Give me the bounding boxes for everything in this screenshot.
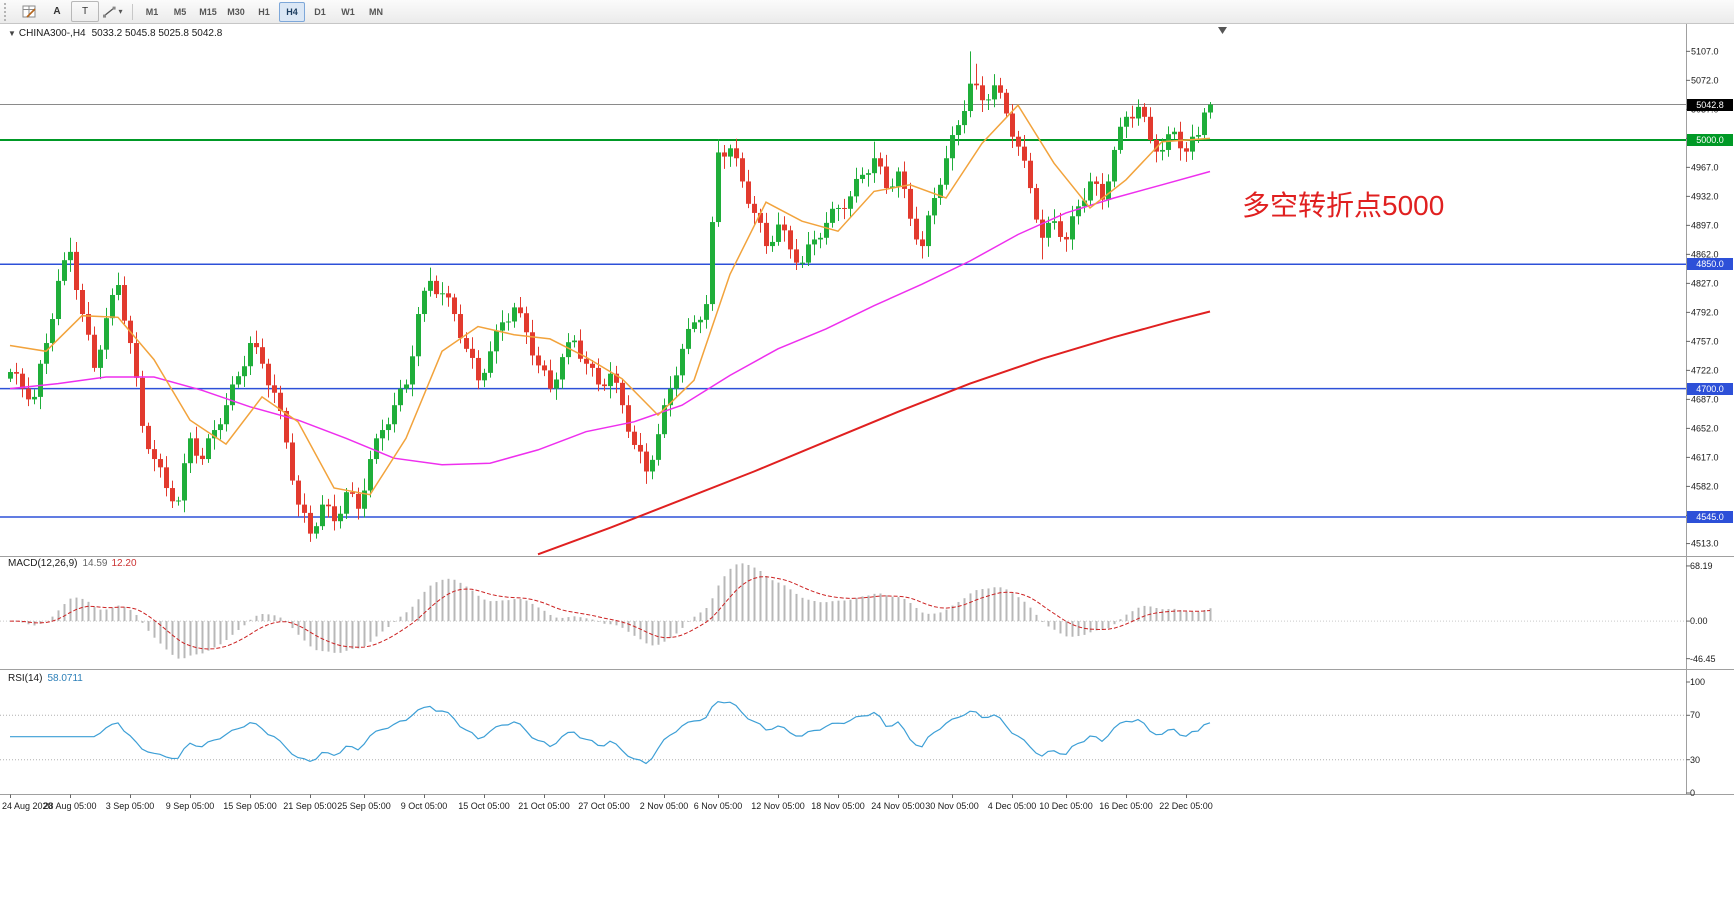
trendline-icon bbox=[103, 6, 117, 18]
text-tool-button[interactable]: T bbox=[71, 1, 99, 22]
price-label-blue-2: 4545.0 bbox=[1687, 511, 1733, 523]
timeframe-m15[interactable]: M15 bbox=[199, 6, 217, 17]
svg-text:6 Nov 05:00: 6 Nov 05:00 bbox=[694, 801, 743, 811]
macd-main-value: 14.59 bbox=[82, 558, 108, 569]
svg-text:21 Oct 05:00: 21 Oct 05:00 bbox=[518, 801, 570, 811]
price-label-green: 5000.0 bbox=[1687, 134, 1733, 146]
macd-panel bbox=[0, 563, 1686, 659]
svg-text:4757.0: 4757.0 bbox=[1691, 336, 1719, 346]
symbol-period-label: CHINA300-,H4 bbox=[18, 28, 86, 39]
timeframe-w1[interactable]: W1 bbox=[341, 6, 355, 17]
chevron-down-icon: ▾ bbox=[118, 7, 123, 16]
text-label-tool-button[interactable]: A bbox=[53, 6, 61, 17]
svg-text:3 Sep 05:00: 3 Sep 05:00 bbox=[106, 801, 155, 811]
ohlc-values: 5033.2 5045.8 5025.8 5042.8 bbox=[91, 28, 223, 39]
svg-text:22 Dec 05:00: 22 Dec 05:00 bbox=[1159, 801, 1213, 811]
svg-text:4827.0: 4827.0 bbox=[1691, 278, 1719, 288]
chart-shift-marker[interactable] bbox=[1218, 27, 1227, 34]
symbol-collapse-icon[interactable]: ▼ bbox=[8, 29, 16, 38]
rsi-axis-70: 70 bbox=[1690, 710, 1701, 720]
rsi-label: RSI(14) 58.0711 bbox=[8, 673, 83, 684]
svg-text:4967.0: 4967.0 bbox=[1691, 162, 1719, 172]
svg-text:4722.0: 4722.0 bbox=[1691, 365, 1719, 375]
price-label-blue-0: 4850.0 bbox=[1687, 258, 1733, 270]
rsi-value: 58.0711 bbox=[47, 673, 83, 684]
price-label-blue-1: 4700.0 bbox=[1687, 383, 1733, 395]
svg-text:4862.0: 4862.0 bbox=[1691, 249, 1719, 259]
toolbar-grip[interactable] bbox=[4, 2, 11, 21]
svg-text:18 Nov 05:00: 18 Nov 05:00 bbox=[811, 801, 865, 811]
svg-text:15 Sep 05:00: 15 Sep 05:00 bbox=[223, 801, 277, 811]
svg-text:10 Dec 05:00: 10 Dec 05:00 bbox=[1039, 801, 1093, 811]
svg-text:5107.0: 5107.0 bbox=[1691, 46, 1719, 56]
svg-text:15 Oct 05:00: 15 Oct 05:00 bbox=[458, 801, 510, 811]
rsi-line bbox=[10, 700, 1211, 765]
svg-text:25 Sep 05:00: 25 Sep 05:00 bbox=[337, 801, 391, 811]
svg-text:2 Nov 05:00: 2 Nov 05:00 bbox=[640, 801, 689, 811]
macd-name: MACD(12,26,9) bbox=[8, 558, 78, 569]
svg-text:4652.0: 4652.0 bbox=[1691, 423, 1719, 433]
svg-text:27 Oct 05:00: 27 Oct 05:00 bbox=[578, 801, 630, 811]
svg-text:24 Nov 05:00: 24 Nov 05:00 bbox=[871, 801, 925, 811]
timeframe-h1[interactable]: H1 bbox=[258, 6, 270, 17]
macd-signal-line bbox=[10, 576, 1211, 650]
timeframe-mn[interactable]: MN bbox=[369, 6, 383, 17]
price-annotation: 多空转折点5000 bbox=[1242, 190, 1445, 221]
svg-text:4687.0: 4687.0 bbox=[1691, 394, 1719, 404]
moving-averages bbox=[9, 103, 1211, 556]
panel-frame bbox=[0, 24, 1734, 795]
timeframe-d1[interactable]: D1 bbox=[314, 6, 326, 17]
svg-text:4617.0: 4617.0 bbox=[1691, 452, 1719, 462]
svg-text:4 Dec 05:00: 4 Dec 05:00 bbox=[988, 801, 1037, 811]
svg-text:12 Nov 05:00: 12 Nov 05:00 bbox=[751, 801, 805, 811]
svg-text:4792.0: 4792.0 bbox=[1691, 307, 1719, 317]
ma-red-line bbox=[537, 310, 1211, 556]
macd-signal-value: 12.20 bbox=[111, 558, 137, 569]
macd-histogram bbox=[15, 563, 1212, 659]
svg-text:9 Sep 05:00: 9 Sep 05:00 bbox=[166, 801, 215, 811]
toolbar-separator bbox=[132, 3, 133, 20]
toolbar: A T ▾ M1 M5 M15 M30 H1 H4 D1 W1 MN bbox=[0, 0, 1734, 24]
svg-text:5072.0: 5072.0 bbox=[1691, 75, 1719, 85]
ma-orange-line bbox=[9, 103, 1211, 496]
timeframe-m5[interactable]: M5 bbox=[173, 6, 187, 17]
svg-text:4582.0: 4582.0 bbox=[1691, 481, 1719, 491]
timeframe-toolbar: M1 M5 M15 M30 H1 H4 D1 W1 MN bbox=[138, 1, 390, 22]
price-axis: 5107.05072.05037.05002.04967.04932.04897… bbox=[1686, 46, 1719, 549]
svg-text:4513.0: 4513.0 bbox=[1691, 539, 1719, 549]
rsi-axis-30: 30 bbox=[1690, 755, 1701, 765]
svg-text:4897.0: 4897.0 bbox=[1691, 220, 1719, 230]
macd-axis-min: -46.45 bbox=[1690, 654, 1716, 664]
svg-text:24 Aug 2020: 24 Aug 2020 bbox=[2, 801, 53, 811]
svg-text:9 Oct 05:00: 9 Oct 05:00 bbox=[401, 801, 448, 811]
grid-pencil-icon[interactable] bbox=[15, 1, 43, 22]
svg-text:28 Aug 05:00: 28 Aug 05:00 bbox=[43, 801, 96, 811]
svg-text:4932.0: 4932.0 bbox=[1691, 191, 1719, 201]
svg-text:30 Nov 05:00: 30 Nov 05:00 bbox=[925, 801, 979, 811]
macd-label: MACD(12,26,9) 14.59 12.20 bbox=[8, 558, 137, 569]
level-lines[interactable] bbox=[0, 104, 1686, 518]
shapes-tool-button[interactable]: ▾ bbox=[99, 1, 127, 22]
chart-legend: ▼ CHINA300-,H4 5033.2 5045.8 5025.8 5042.8 bbox=[8, 28, 222, 39]
ma-magenta-line bbox=[9, 170, 1211, 466]
svg-text:21 Sep 05:00: 21 Sep 05:00 bbox=[283, 801, 337, 811]
price-label-current: 5042.8 bbox=[1687, 99, 1733, 111]
rsi-panel bbox=[0, 700, 1686, 765]
timeframe-m30[interactable]: M30 bbox=[227, 6, 245, 17]
macd-axis-max: 68.19 bbox=[1690, 561, 1713, 571]
macd-axis-zero: 0.00 bbox=[1690, 616, 1708, 626]
timeframe-h4[interactable]: H4 bbox=[279, 1, 305, 22]
rsi-name: RSI(14) bbox=[8, 673, 43, 684]
candles-layer bbox=[8, 51, 1213, 542]
rsi-axis-0: 0 bbox=[1690, 788, 1696, 798]
grid-icon bbox=[22, 5, 36, 18]
svg-text:16 Dec 05:00: 16 Dec 05:00 bbox=[1099, 801, 1153, 811]
rsi-axis-100: 100 bbox=[1690, 677, 1706, 687]
timeframe-m1[interactable]: M1 bbox=[145, 6, 159, 17]
